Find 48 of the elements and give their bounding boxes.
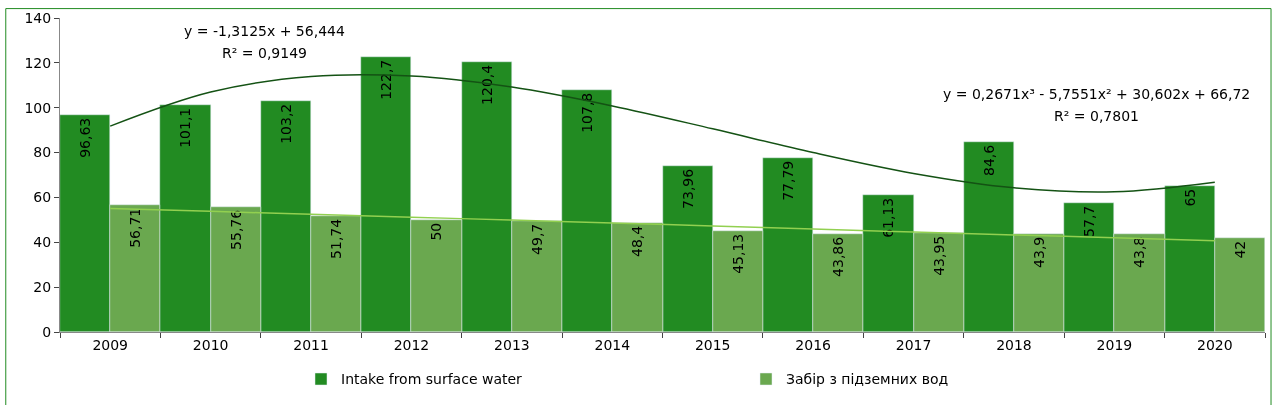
y-tick-label: 80 — [33, 144, 52, 161]
data-label: 43,95 — [930, 235, 947, 276]
annotation: R² = 0,7801 — [1054, 108, 1139, 124]
data-label: 49,7 — [528, 223, 545, 255]
x-tick-label: 2009 — [92, 336, 129, 353]
y-tick-label: 140 — [24, 9, 52, 26]
data-label: 50 — [428, 222, 445, 241]
x-tick-label: 2019 — [1096, 336, 1133, 353]
data-label: 107,8 — [578, 92, 595, 133]
data-label: 51,74 — [327, 218, 344, 259]
annotation: R² = 0,9149 — [222, 45, 307, 61]
y-tick-label: 120 — [24, 54, 52, 71]
data-label: 43,86 — [829, 236, 846, 277]
data-label: 65 — [1181, 188, 1198, 207]
x-tick-label: 2016 — [795, 336, 832, 353]
x-tick-label: 2012 — [393, 336, 430, 353]
data-label: 57,7 — [1080, 205, 1097, 237]
x-tick-label: 2015 — [694, 336, 731, 353]
data-label: 101,1 — [177, 107, 194, 148]
data-label: 73,96 — [679, 168, 696, 209]
data-label: 45,13 — [729, 233, 746, 274]
data-label: 42 — [1231, 240, 1248, 259]
x-tick-label: 2018 — [996, 336, 1032, 353]
legend-label: Забір з підземних вод — [786, 371, 949, 388]
y-tick-label: 20 — [33, 279, 52, 296]
x-tick-label: 2017 — [895, 336, 932, 353]
x-tick-label: 2014 — [594, 336, 631, 353]
data-label: 84,6 — [980, 144, 997, 177]
data-label: 55,76 — [227, 209, 244, 250]
data-label: 48,4 — [629, 225, 646, 258]
data-label: 103,2 — [277, 103, 294, 144]
annotation: y = 0,2671x³ - 5,7551x² + 30,602x + 66,72 — [943, 86, 1251, 102]
data-label: 120,4 — [478, 64, 495, 105]
y-tick-label: 40 — [33, 234, 52, 251]
x-tick-label: 2010 — [192, 336, 229, 353]
x-tick-label: 2011 — [293, 336, 329, 353]
y-tick-label: 0 — [42, 323, 52, 340]
y-tick-label: 60 — [33, 189, 52, 206]
annotation: y = -1,3125x + 56,444 — [184, 23, 345, 39]
y-tick-label: 100 — [24, 99, 52, 116]
legend-label: Intake from surface water — [341, 371, 523, 388]
data-label: 43,9 — [1030, 236, 1047, 268]
data-label: 56,71 — [126, 207, 143, 248]
x-tick-label: 2013 — [494, 336, 530, 353]
x-tick-label: 2020 — [1196, 336, 1233, 353]
data-label: 77,79 — [779, 160, 796, 201]
data-label: 122,7 — [377, 59, 394, 100]
data-label: 96,63 — [76, 117, 93, 158]
